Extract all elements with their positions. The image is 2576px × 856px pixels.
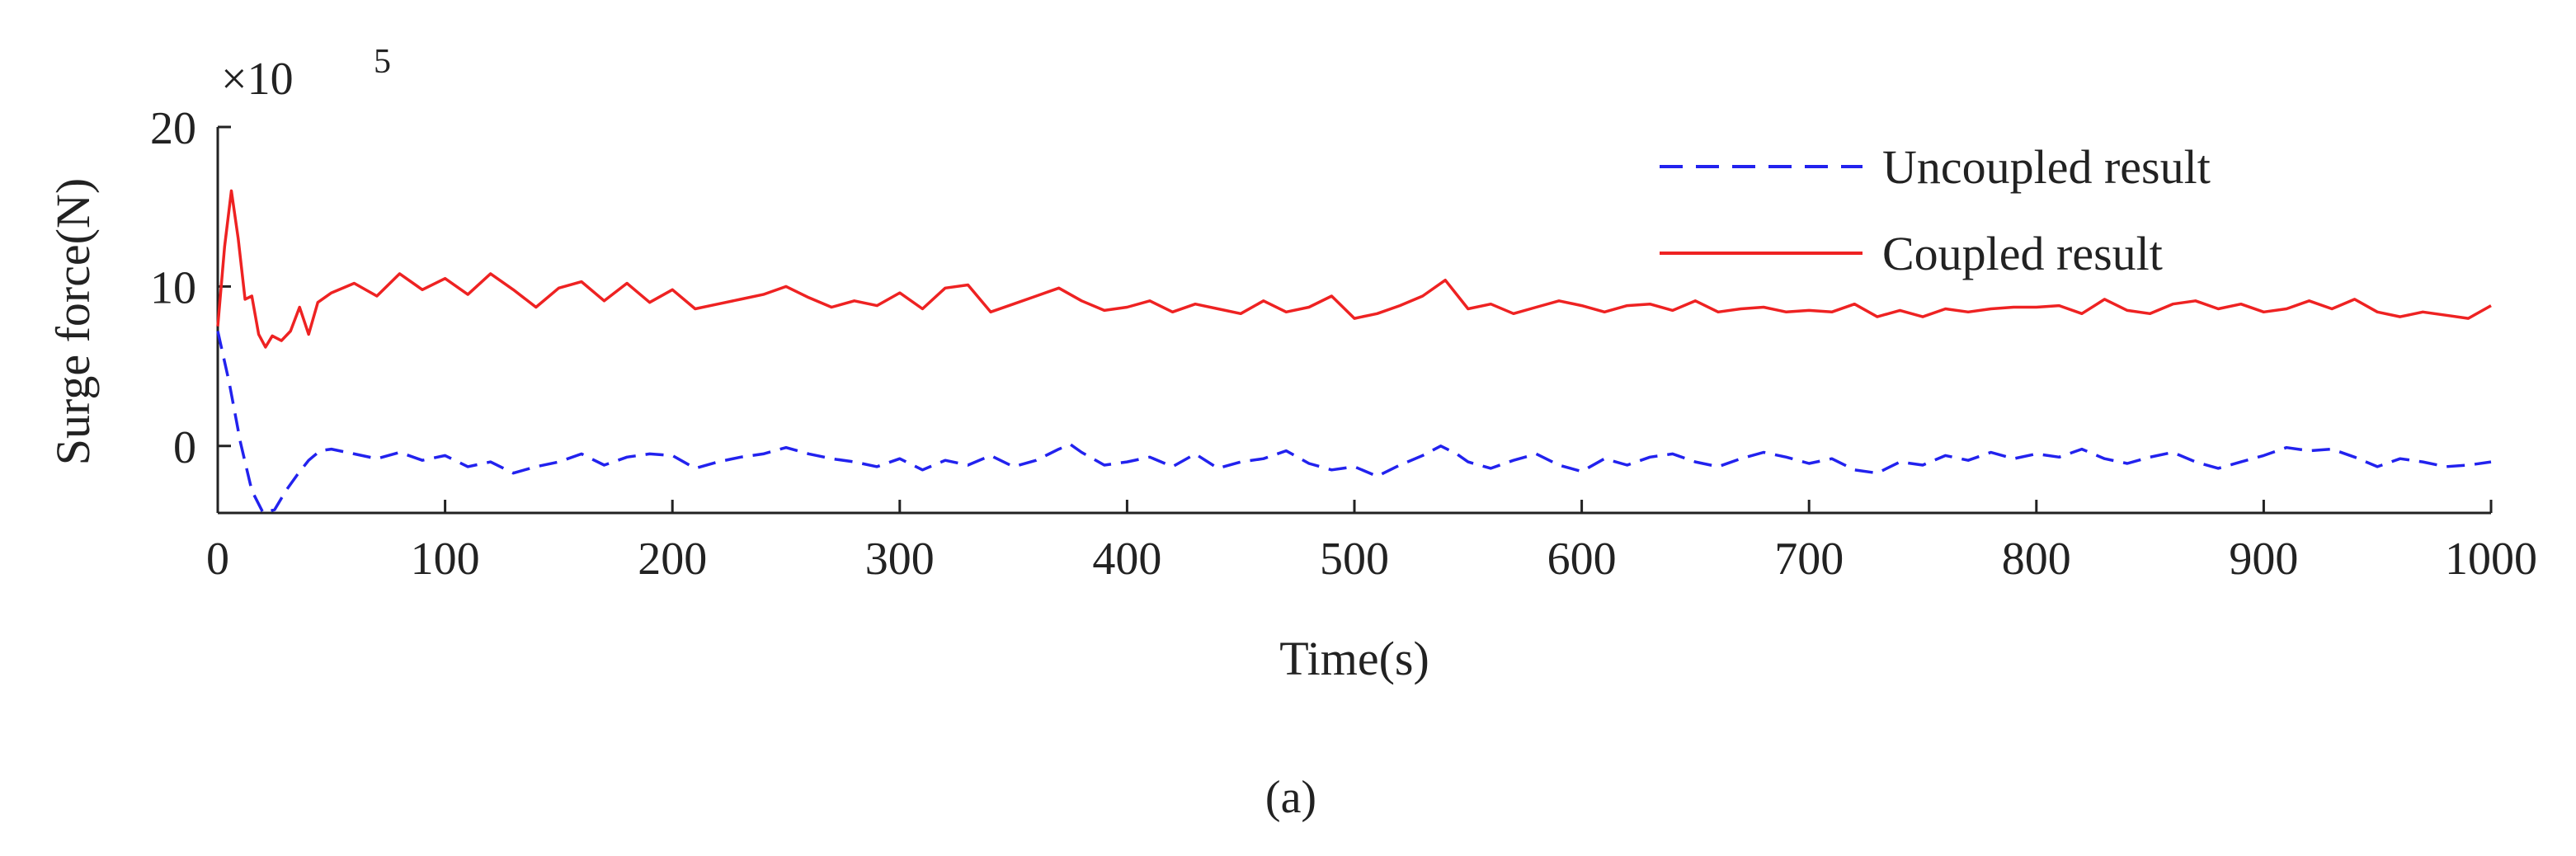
uncoupled-result-line bbox=[216, 331, 2492, 515]
legend: Uncoupled result Coupled result bbox=[1660, 140, 2211, 280]
y-tick-label: 20 bbox=[150, 103, 196, 154]
x-tick-label: 400 bbox=[1092, 534, 1161, 585]
y-ticks: 0 10 20 bbox=[150, 103, 231, 473]
y-tick-label: 10 bbox=[150, 262, 196, 313]
x-tick-label: 900 bbox=[2229, 534, 2298, 585]
x-tick-label: 500 bbox=[1320, 534, 1389, 585]
x-tick-label: 300 bbox=[865, 534, 935, 585]
x-tick-label: 1000 bbox=[2445, 534, 2537, 585]
x-ticks: 0 100 200 300 400 500 600 700 800 900 1000 bbox=[206, 500, 2537, 585]
coupled-result-line bbox=[216, 189, 2492, 349]
x-axis-title: Time(s) bbox=[1279, 632, 1429, 685]
y-tick-label: 0 bbox=[173, 422, 196, 473]
panel-label: (a) bbox=[1265, 772, 1316, 823]
x-tick-label: 100 bbox=[411, 534, 480, 585]
y-exponent-base: ×10 bbox=[221, 54, 294, 105]
legend-uncoupled-label: Uncoupled result bbox=[1882, 140, 2211, 194]
y-exponent-power: 5 bbox=[374, 43, 391, 81]
x-tick-label: 600 bbox=[1547, 534, 1617, 585]
x-tick-label: 200 bbox=[638, 534, 707, 585]
x-tick-label: 700 bbox=[1774, 534, 1844, 585]
series-layer bbox=[216, 189, 2492, 515]
y-axis-title: Surge force(N) bbox=[46, 178, 100, 465]
x-tick-label: 0 bbox=[206, 534, 229, 585]
legend-coupled-label: Coupled result bbox=[1882, 227, 2163, 280]
x-tick-label: 800 bbox=[2002, 534, 2071, 585]
